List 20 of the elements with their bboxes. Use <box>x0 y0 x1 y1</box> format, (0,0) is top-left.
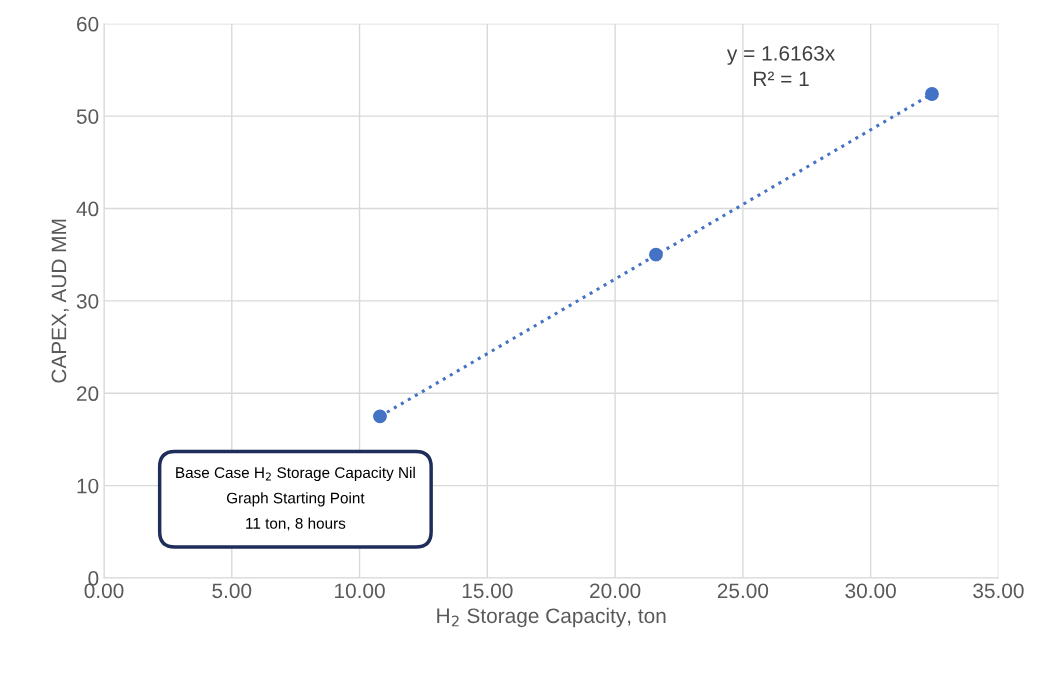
x-tick-label: 30.00 <box>845 583 896 599</box>
x-tick-label: 35.00 <box>973 583 1024 599</box>
y-tick-label: 50 <box>76 109 99 124</box>
x-tick-label: 5.00 <box>212 583 252 599</box>
y-tick-label: 40 <box>76 201 99 217</box>
point <box>925 87 939 101</box>
y-axis-title: CAPEX, AUD MM <box>51 219 69 383</box>
point <box>373 409 387 424</box>
x-tick-label: 15.00 <box>462 583 513 599</box>
x-axis-title: H$_{2}$ Storage Capacity, ton <box>437 607 666 628</box>
x-tick-label: 25.00 <box>717 583 769 599</box>
point <box>649 247 663 262</box>
x-tick-label: 10.00 <box>335 583 385 599</box>
y-tick-label: 60 <box>77 16 99 32</box>
y-tick-label: 20 <box>77 386 99 402</box>
y-tick-label: 30 <box>76 293 99 309</box>
annotation: Base Case H$_{2}$ Storage Capacity Nil Graph Starting Point 11 ton, 8 hours <box>176 466 415 531</box>
x-tick-label: 20.00 <box>590 583 641 599</box>
y-tick-label: 10 <box>77 478 99 494</box>
annotation: y = 1.6163x R² = 1 <box>726 45 835 86</box>
